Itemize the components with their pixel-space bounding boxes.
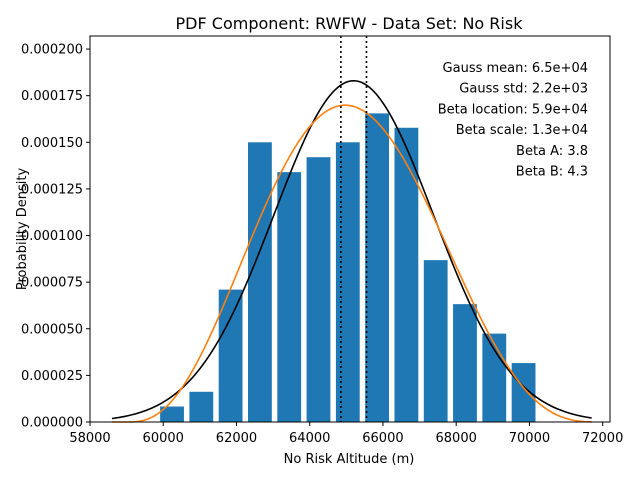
x-tick-label: 72000 xyxy=(582,431,623,446)
x-axis-label: No Risk Altitude (m) xyxy=(284,452,415,467)
gauss-curve xyxy=(111,79,592,420)
y-tick-label: 0.000100 xyxy=(21,229,83,244)
histogram-bar xyxy=(277,172,302,422)
histogram-bar xyxy=(482,333,507,422)
y-tick-label: 0.000025 xyxy=(21,369,83,384)
annotations: Gauss mean: 6.5e+04 Gauss std: 2.2e+03 Bet… xyxy=(438,61,588,180)
stats-annotation: Beta B: 4.3 xyxy=(516,165,588,180)
histogram-bar xyxy=(511,363,536,422)
x-tick-label: 60000 xyxy=(143,431,184,446)
plot-frame xyxy=(89,35,611,423)
histogram-bar xyxy=(365,113,389,422)
histogram-bar xyxy=(453,304,477,422)
x-tick-label: 64000 xyxy=(289,431,330,446)
x-tick-label: 62000 xyxy=(216,431,257,446)
x-tick-label: 70000 xyxy=(509,431,550,446)
histogram-bar xyxy=(423,260,448,422)
histogram-bar xyxy=(394,127,419,422)
histogram-bar xyxy=(335,142,360,422)
histogram-bar xyxy=(218,289,243,422)
beta-curve xyxy=(111,104,592,423)
histogram-bar xyxy=(248,142,272,422)
y-tick-label: 0.000150 xyxy=(21,136,83,151)
y-tick-label: 0.000050 xyxy=(21,322,83,337)
stats-annotation: Gauss mean: 6.5e+04 xyxy=(443,61,588,76)
x-tick-label: 66000 xyxy=(362,431,403,446)
histogram-bar xyxy=(306,157,331,422)
stats-annotation: Beta location: 5.9e+04 xyxy=(438,102,588,117)
x-tick-label: 68000 xyxy=(436,431,477,446)
y-tick-label: 0.000125 xyxy=(21,182,83,197)
histogram-bar xyxy=(189,391,214,422)
y-tick-label: 0.000000 xyxy=(21,416,83,431)
y-tick-label: 0.000175 xyxy=(21,89,83,104)
x-tick-label: 58000 xyxy=(69,431,110,446)
y-axis: 0.000000 0.000025 0.000050 0.000075 0.000100… xyxy=(21,43,90,431)
y-tick-label: 0.000200 xyxy=(21,43,83,58)
x-axis: 58000 60000 62000 64000 66000 68000 70000 72000 xyxy=(69,422,623,446)
plot-area xyxy=(111,36,592,423)
stats-annotation: Gauss std: 2.2e+03 xyxy=(459,82,588,97)
y-axis-label: Probability Density xyxy=(15,168,30,291)
histogram-bar xyxy=(160,406,184,422)
stats-annotation: Beta A: 3.8 xyxy=(516,144,588,159)
stats-annotation: Beta scale: 1.3e+04 xyxy=(456,123,588,138)
chart-title: PDF Component: RWFW - Data Set: No Risk xyxy=(176,14,524,33)
y-tick-label: 0.000075 xyxy=(21,276,83,291)
